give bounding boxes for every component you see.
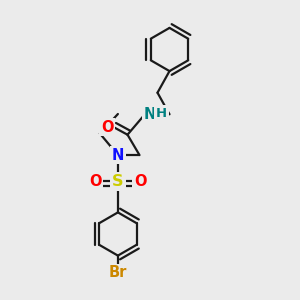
- Text: H: H: [156, 106, 167, 120]
- Text: O: O: [101, 120, 113, 135]
- Text: O: O: [89, 174, 102, 189]
- Text: N: N: [144, 107, 156, 122]
- Text: Br: Br: [109, 266, 127, 280]
- Text: N: N: [112, 148, 124, 163]
- Text: O: O: [134, 174, 147, 189]
- Text: S: S: [112, 174, 124, 189]
